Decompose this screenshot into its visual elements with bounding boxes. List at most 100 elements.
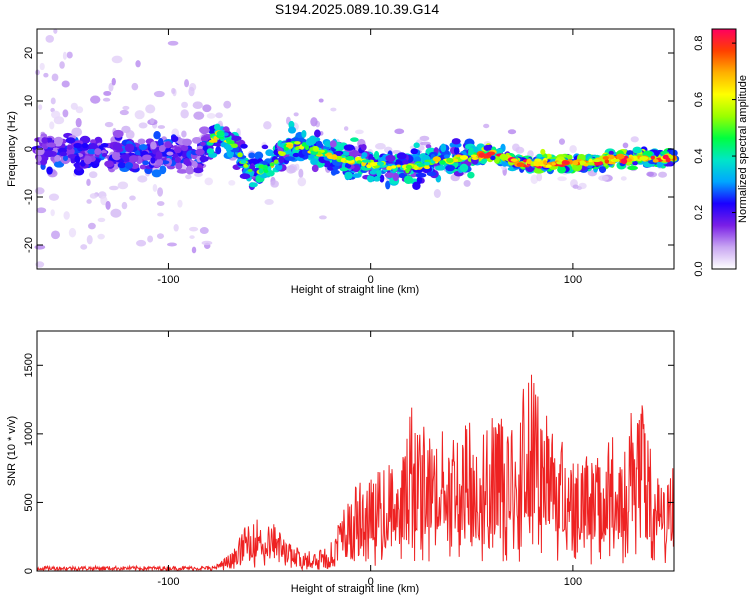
spectrogram-ridge-blob — [137, 138, 146, 145]
spectrogram-ridge-blob — [87, 148, 97, 155]
spectrogram-ridge-blob — [111, 151, 122, 161]
colorbar-frame — [711, 28, 737, 270]
spectrogram-ridge-blob — [483, 144, 492, 151]
spectrogram-ridge-blob — [632, 146, 642, 154]
spectrogram-ridge-blob — [366, 174, 375, 183]
spectrogram-core-blob — [216, 130, 225, 137]
spectrogram-core-blob — [294, 141, 301, 145]
spectrogram-ridge-blob — [158, 145, 166, 153]
spectrogram-noise-blob — [286, 165, 296, 174]
spectrogram-ridge-blob — [142, 160, 150, 166]
colorbar-tick-label: 0.8 — [693, 35, 705, 50]
spectrogram-x-tick-label: 100 — [564, 274, 582, 286]
spectrogram-noise-blob — [189, 235, 195, 239]
spectrogram-ridge-blob — [435, 165, 446, 171]
spectrogram-ridge-blob — [468, 147, 474, 157]
spectrogram-noise-blob — [68, 227, 77, 238]
spectrogram-noise-blob — [297, 177, 307, 187]
spectrogram-noise-blob — [620, 176, 627, 181]
spectrogram-noise-blob — [137, 175, 148, 183]
spectrogram-noise-blob — [507, 129, 517, 135]
spectrogram-ridge-blob — [501, 161, 509, 167]
spectrogram-noise-blob — [156, 201, 165, 206]
spectrogram-noise-blob — [86, 199, 92, 204]
spectrogram-ridge-blob — [74, 155, 81, 164]
spectrogram-noise-blob — [35, 69, 40, 76]
spectrogram-ridge-blob — [164, 141, 172, 149]
spectrogram-y-tick-label: 0 — [23, 146, 35, 152]
spectrogram-ridge-blob — [385, 180, 391, 190]
spectrogram-core-blob — [301, 142, 307, 147]
spectrogram-ridge-blob — [656, 160, 664, 168]
spectrogram-ridge-blob — [557, 165, 566, 174]
spectrogram-noise-blob — [206, 113, 216, 119]
spectrogram-noise-blob — [558, 138, 566, 145]
spectrogram-core-blob — [258, 168, 264, 174]
spectrogram-noise-blob — [102, 97, 111, 102]
spectrogram-noise-blob — [293, 112, 299, 117]
spectrogram-ridge-blob — [350, 137, 359, 142]
spectrogram-core-blob — [213, 136, 218, 142]
spectrogram-noise-blob — [270, 180, 279, 188]
spectrogram-core-blob — [572, 160, 579, 165]
colorbar-gradient — [712, 29, 736, 269]
spectrogram-ridge-blob — [373, 150, 380, 160]
spectrogram-core-blob — [313, 145, 319, 152]
spectrogram-ridge-blob — [142, 154, 152, 161]
spectrogram-image — [31, 28, 680, 268]
spectrogram-core-blob — [285, 143, 294, 149]
spectrogram-ridge-blob — [373, 176, 381, 182]
spectrogram-ridge-blob — [206, 148, 215, 155]
spectrogram-noise-blob — [117, 181, 129, 190]
spectrogram-noise-blob — [39, 62, 45, 71]
spectrogram-core-blob — [247, 168, 253, 172]
spectrogram-ridge-blob — [155, 151, 163, 160]
spectrogram-noise-blob — [557, 176, 567, 182]
spectrogram-noise-blob — [136, 239, 147, 247]
spectrogram-ridge-blob — [65, 137, 76, 144]
spectrogram-noise-blob — [310, 117, 318, 127]
spectrogram-noise-blob — [374, 143, 386, 150]
spectrogram-noise-blob — [223, 100, 232, 109]
spectrogram-ridge-blob — [94, 148, 102, 156]
spectrogram-noise-blob — [658, 171, 668, 178]
colorbar-tick-label: 0.6 — [693, 92, 705, 107]
spectrogram-ridge-blob — [490, 155, 496, 161]
spectrogram-ridge-blob — [360, 143, 367, 151]
spectrogram-ridge-blob — [53, 161, 65, 168]
spectrogram-noise-blob — [51, 230, 61, 240]
spectrogram-ridge-blob — [292, 152, 300, 158]
spectrogram-ridge-blob — [122, 154, 132, 162]
spectrogram-noise-blob — [228, 179, 236, 186]
spectrogram-ridge-blob — [239, 173, 251, 180]
spectrogram-core-blob — [545, 164, 552, 168]
spectrogram-core-blob — [369, 162, 378, 167]
spectrogram-ridge-blob — [101, 152, 108, 157]
spectrogram-ridge-blob — [200, 141, 206, 146]
spectrogram-ridge-blob — [215, 146, 222, 155]
snr-y-tick-label: 1000 — [23, 422, 35, 446]
spectrogram-ridge-blob — [536, 153, 543, 158]
spectrogram-noise-blob — [177, 199, 183, 208]
colorbar-ticks: 0.0 0.2 0.4 0.6 0.8 — [693, 35, 736, 277]
spectrogram-ridge-blob — [344, 163, 352, 169]
spectrogram-noise-blob — [103, 90, 112, 96]
spectrogram-noise-blob — [35, 261, 45, 268]
spectrogram-ridge-blob — [185, 165, 194, 175]
spectrogram-noise-blob — [184, 79, 190, 88]
spectrogram-noise-blob — [202, 104, 212, 113]
spectrogram-noise-blob — [180, 109, 189, 119]
spectrogram-core-blob — [484, 155, 491, 159]
spectrogram-noise-blob — [43, 72, 49, 78]
spectrogram-ridge-blob — [150, 141, 157, 150]
spectrogram-ridge-blob — [124, 143, 135, 153]
spectrogram-noise-blob — [122, 105, 130, 111]
spectrogram-core-blob — [243, 163, 249, 168]
spectrogram-ridge-blob — [166, 151, 174, 156]
spectrogram-ridge-blob — [112, 129, 124, 138]
spectrogram-noise-blob — [215, 112, 223, 119]
spectrogram-core-blob — [295, 146, 300, 151]
spectrogram-core-blob — [331, 154, 338, 160]
spectrogram-core-blob — [432, 156, 441, 162]
